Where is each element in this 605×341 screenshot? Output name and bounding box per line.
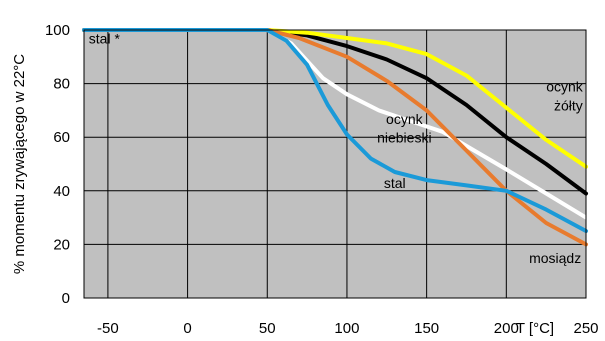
y-tick-labels: 0 20 40 60 80 100 — [45, 22, 70, 307]
x-tick-label: 50 — [259, 320, 276, 337]
y-tick-label: 20 — [53, 236, 70, 253]
y-tick-label: 0 — [62, 290, 70, 307]
x-tick-label: -50 — [97, 320, 119, 337]
y-tick-label: 60 — [53, 129, 70, 146]
series-line-mosiadz — [82, 28, 588, 247]
x-tick-label: 150 — [414, 320, 439, 337]
y-axis-title: % momentu zrywającego w 22°C — [11, 54, 28, 274]
series-line-zolty — [82, 28, 588, 169]
y-tick-label: 100 — [45, 22, 70, 39]
x-tick-labels: -50 0 50 100 150 200 250 — [97, 320, 598, 337]
x-axis-title: T [°C] — [516, 320, 554, 337]
x-tick-label: 100 — [334, 320, 359, 337]
y-tick-label: 40 — [53, 183, 70, 200]
annotation-ocynk-niebieski-1: ocynk — [386, 111, 424, 127]
plot-frame — [83, 29, 587, 299]
annotation-stal-curve: stal — [384, 175, 406, 191]
series-line-stal — [82, 28, 588, 233]
annotations: stal * ocynk niebieski ocynk żółty stal mosiąd… — [89, 30, 584, 266]
x-tick-label: 200 — [494, 320, 519, 337]
annotation-ocynk-niebieski-2: niebieski — [377, 130, 431, 146]
plot-background — [84, 30, 586, 298]
annotation-stal-star: stal * — [89, 30, 121, 46]
series-lines — [82, 28, 588, 247]
x-tick-label: 250 — [573, 320, 598, 337]
annotation-ocynk-zolty-2: żółty — [554, 97, 583, 113]
y-tick-label: 80 — [53, 76, 70, 93]
annotation-mosiadz: mosiądz — [529, 250, 581, 266]
annotation-ocynk-zolty-1: ocynk — [546, 79, 584, 95]
x-tick-label: 0 — [183, 320, 191, 337]
